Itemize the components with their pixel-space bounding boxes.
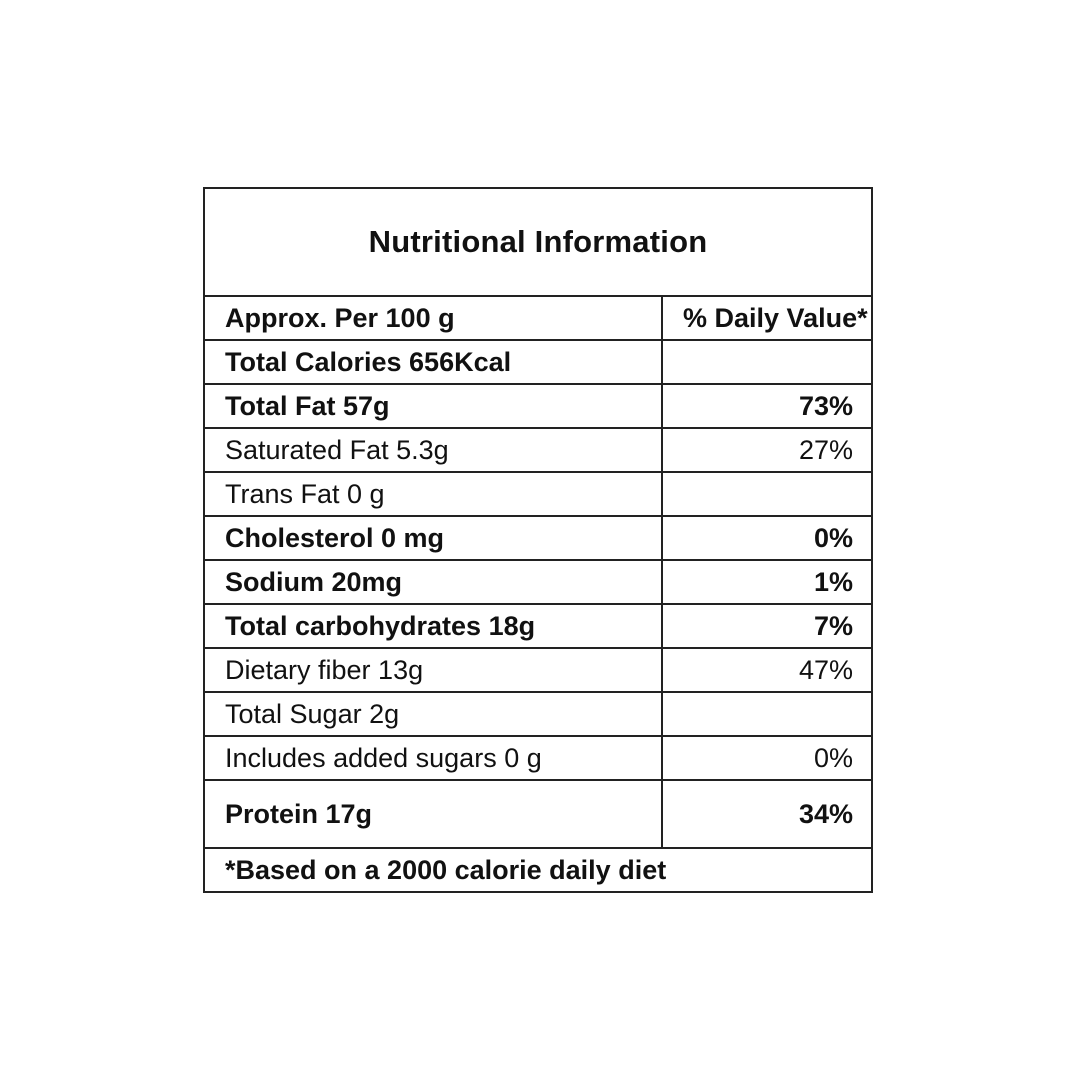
nutrition-label: Nutritional Information Approx. Per 100 … [203,187,873,893]
nutrient-name: Sodium 20mg [205,560,663,605]
nutrient-daily-value: 73% [662,384,871,429]
header-daily-value: % Daily Value* [662,297,871,341]
header-row: Approx. Per 100 g % Daily Value* [205,297,871,341]
nutrient-name: Protein 17g [205,780,663,849]
nutrient-row-saturated-fat: Saturated Fat 5.3g 27% [205,428,871,473]
nutrient-row-sodium: Sodium 20mg 1% [205,560,871,605]
nutrient-row-total-calories: Total Calories 656Kcal [205,340,871,385]
nutrient-daily-value [662,472,871,517]
nutrient-name: Total Fat 57g [205,384,663,429]
nutrient-row-total-fat: Total Fat 57g 73% [205,384,871,429]
nutrient-row-cholesterol: Cholesterol 0 mg 0% [205,516,871,561]
nutrient-daily-value: 1% [662,560,871,605]
nutrient-row-total-sugar: Total Sugar 2g [205,692,871,737]
nutrition-table: Approx. Per 100 g % Daily Value* Total C… [205,297,871,849]
header-serving-size: Approx. Per 100 g [205,297,663,341]
nutrient-name: Trans Fat 0 g [205,472,663,517]
nutrient-name: Total carbohydrates 18g [205,604,663,649]
nutrient-daily-value: 34% [662,780,871,849]
nutrient-name: Saturated Fat 5.3g [205,428,663,473]
nutrient-daily-value: 47% [662,648,871,693]
footnote: *Based on a 2000 calorie daily diet [225,854,667,885]
nutrient-daily-value: 0% [662,516,871,561]
nutrient-daily-value: 27% [662,428,871,473]
nutrient-daily-value [662,340,871,385]
nutrient-daily-value: 7% [662,604,871,649]
nutrient-daily-value: 0% [662,736,871,781]
nutrient-daily-value [662,692,871,737]
nutrient-name: Cholesterol 0 mg [205,516,663,561]
nutrient-row-added-sugars: Includes added sugars 0 g 0% [205,736,871,781]
nutrient-name: Dietary fiber 13g [205,648,663,693]
label-title: Nutritional Information [205,189,871,297]
nutrient-row-dietary-fiber: Dietary fiber 13g 47% [205,648,871,693]
nutrient-name: Total Sugar 2g [205,692,663,737]
nutrient-name: Total Calories 656Kcal [205,340,663,385]
nutrient-row-trans-fat: Trans Fat 0 g [205,472,871,517]
nutrient-name: Includes added sugars 0 g [205,736,663,781]
nutrient-row-protein: Protein 17g 34% [205,780,871,849]
nutrient-row-total-carbohydrates: Total carbohydrates 18g 7% [205,604,871,649]
